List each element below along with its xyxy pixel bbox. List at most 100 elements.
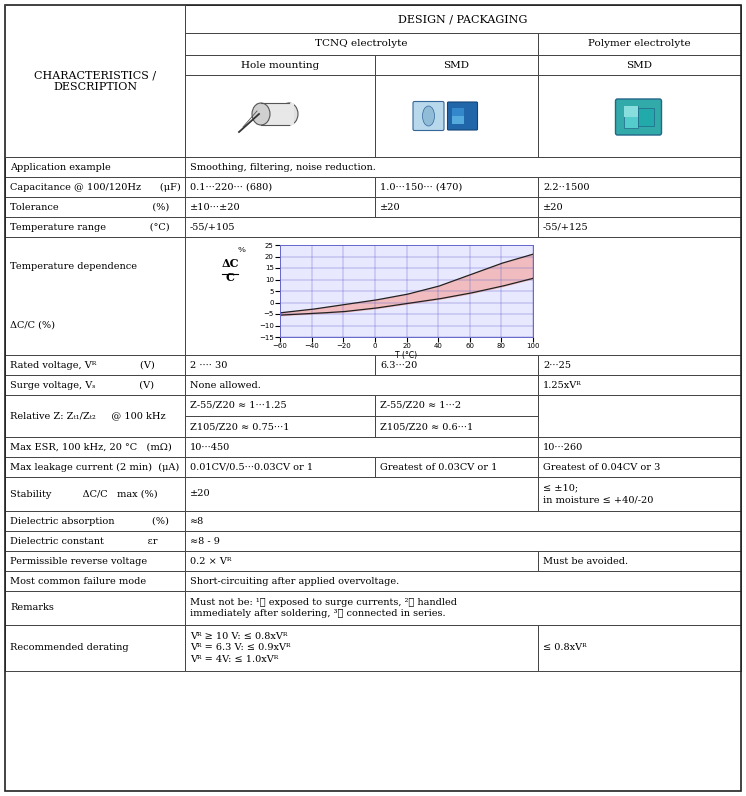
Text: 2.2··1500: 2.2··1500 — [543, 182, 589, 192]
Text: in moisture ≤ +40/-20: in moisture ≤ +40/-20 — [543, 495, 653, 504]
FancyBboxPatch shape — [413, 102, 444, 131]
Bar — [185, 355, 375, 375]
Ellipse shape — [252, 103, 270, 125]
Bar — [5, 457, 185, 477]
Bar — [5, 5, 185, 157]
Bar — [538, 33, 741, 55]
Text: ±10···±20: ±10···±20 — [190, 202, 241, 212]
X-axis label: T (°C): T (°C) — [395, 351, 418, 360]
Text: Z-55/Z20 ≈ 1···1.25: Z-55/Z20 ≈ 1···1.25 — [190, 401, 286, 410]
Bar — [375, 75, 538, 157]
Bar — [5, 197, 185, 217]
Bar — [185, 55, 375, 75]
Text: Max leakage current (2 min)  (μA): Max leakage current (2 min) (μA) — [10, 462, 179, 471]
Text: Remarks: Remarks — [10, 603, 54, 612]
Bar — [185, 477, 538, 511]
Bar — [5, 217, 185, 237]
Bar — [5, 477, 185, 511]
Bar — [375, 457, 538, 477]
Bar — [538, 477, 741, 511]
FancyBboxPatch shape — [615, 99, 662, 135]
Text: ≈8 - 9: ≈8 - 9 — [190, 537, 220, 545]
Bar — [185, 625, 538, 671]
Text: Most common failure mode: Most common failure mode — [10, 576, 146, 586]
Bar — [538, 551, 741, 571]
Bar — [375, 395, 538, 437]
Bar — [538, 75, 741, 157]
Bar — [538, 437, 741, 457]
Text: TCNQ electrolyte: TCNQ electrolyte — [316, 40, 408, 49]
Text: 0.2 × Vᴿ: 0.2 × Vᴿ — [190, 556, 231, 565]
Text: Polymer electrolyte: Polymer electrolyte — [588, 40, 691, 49]
Text: Dielectric constant              εr: Dielectric constant εr — [10, 537, 157, 545]
Text: ≈8: ≈8 — [190, 517, 204, 525]
Text: -55/+105: -55/+105 — [190, 223, 236, 232]
Bar — [5, 33, 185, 55]
Text: 0.01CV/0.5···0.03CV or 1: 0.01CV/0.5···0.03CV or 1 — [190, 462, 313, 471]
Bar — [538, 457, 741, 477]
Bar — [538, 395, 741, 437]
Bar — [5, 591, 185, 625]
Text: -55/+125: -55/+125 — [543, 223, 589, 232]
Text: Vᴿ ≥ 10 V: ≤ 0.8xVᴿ: Vᴿ ≥ 10 V: ≤ 0.8xVᴿ — [190, 632, 287, 641]
Text: Must be avoided.: Must be avoided. — [543, 556, 628, 565]
Bar — [185, 457, 375, 477]
Text: Dielectric absorption            (%): Dielectric absorption (%) — [10, 517, 169, 525]
Bar — [375, 355, 538, 375]
FancyBboxPatch shape — [448, 102, 477, 130]
Bar — [538, 355, 741, 375]
Bar — [5, 355, 185, 375]
Bar — [185, 571, 741, 591]
Text: Temperature range              (°C): Temperature range (°C) — [10, 222, 169, 232]
Text: Must not be: ¹⧩ exposed to surge currents, ²⧩ handled: Must not be: ¹⧩ exposed to surge current… — [190, 598, 457, 607]
Bar — [638, 108, 653, 126]
Text: ΔC/C (%): ΔC/C (%) — [10, 321, 55, 330]
Bar — [185, 395, 375, 437]
Text: ΔC: ΔC — [222, 258, 239, 269]
Bar — [185, 531, 741, 551]
Bar — [5, 511, 185, 531]
Bar — [185, 5, 741, 33]
Bar — [5, 177, 185, 197]
Bar — [185, 75, 375, 157]
Bar — [5, 395, 185, 437]
Text: Greatest of 0.04CV or 3: Greatest of 0.04CV or 3 — [543, 462, 660, 471]
Text: Z-55/Z20 ≈ 1···2: Z-55/Z20 ≈ 1···2 — [380, 401, 461, 410]
Bar — [624, 106, 638, 117]
Bar — [185, 157, 741, 177]
Bar — [375, 197, 538, 217]
Bar — [5, 437, 185, 457]
Text: 1.0···150··· (470): 1.0···150··· (470) — [380, 182, 463, 192]
Text: Hole mounting: Hole mounting — [241, 60, 319, 69]
Bar — [185, 177, 375, 197]
Text: 1.25xVᴿ: 1.25xVᴿ — [543, 380, 582, 389]
Text: ±20: ±20 — [190, 490, 210, 498]
Bar — [5, 157, 185, 177]
Ellipse shape — [280, 103, 298, 125]
Text: Vᴿ = 6.3 V: ≤ 0.9xVᴿ: Vᴿ = 6.3 V: ≤ 0.9xVᴿ — [190, 643, 290, 653]
Bar — [538, 55, 741, 75]
Bar — [451, 116, 463, 124]
Text: C: C — [225, 272, 234, 283]
Bar — [5, 625, 185, 671]
Text: Temperature dependence: Temperature dependence — [10, 262, 137, 271]
Text: DESIGN / PACKAGING: DESIGN / PACKAGING — [398, 14, 527, 24]
Bar — [5, 571, 185, 591]
Bar — [538, 217, 741, 237]
Text: Recommended derating: Recommended derating — [10, 643, 128, 653]
Ellipse shape — [422, 106, 434, 126]
Text: Stability          ΔC/C   max (%): Stability ΔC/C max (%) — [10, 490, 157, 498]
Bar — [185, 551, 538, 571]
Bar — [185, 591, 741, 625]
Bar — [256, 103, 294, 125]
Text: Tolerance                              (%): Tolerance (%) — [10, 202, 169, 212]
Text: None allowed.: None allowed. — [190, 380, 261, 389]
Bar — [5, 55, 185, 75]
Text: Vᴿ = 4V: ≤ 1.0xVᴿ: Vᴿ = 4V: ≤ 1.0xVᴿ — [190, 655, 278, 664]
Text: Z105/Z20 ≈ 0.6···1: Z105/Z20 ≈ 0.6···1 — [380, 422, 473, 431]
Bar — [538, 625, 741, 671]
Text: Short-circuiting after applied overvoltage.: Short-circuiting after applied overvolta… — [190, 576, 399, 586]
Bar — [185, 511, 741, 531]
Text: Capacitance @ 100/120Hz      (μF): Capacitance @ 100/120Hz (μF) — [10, 182, 181, 192]
Text: ≤ ±10;: ≤ ±10; — [543, 484, 578, 493]
